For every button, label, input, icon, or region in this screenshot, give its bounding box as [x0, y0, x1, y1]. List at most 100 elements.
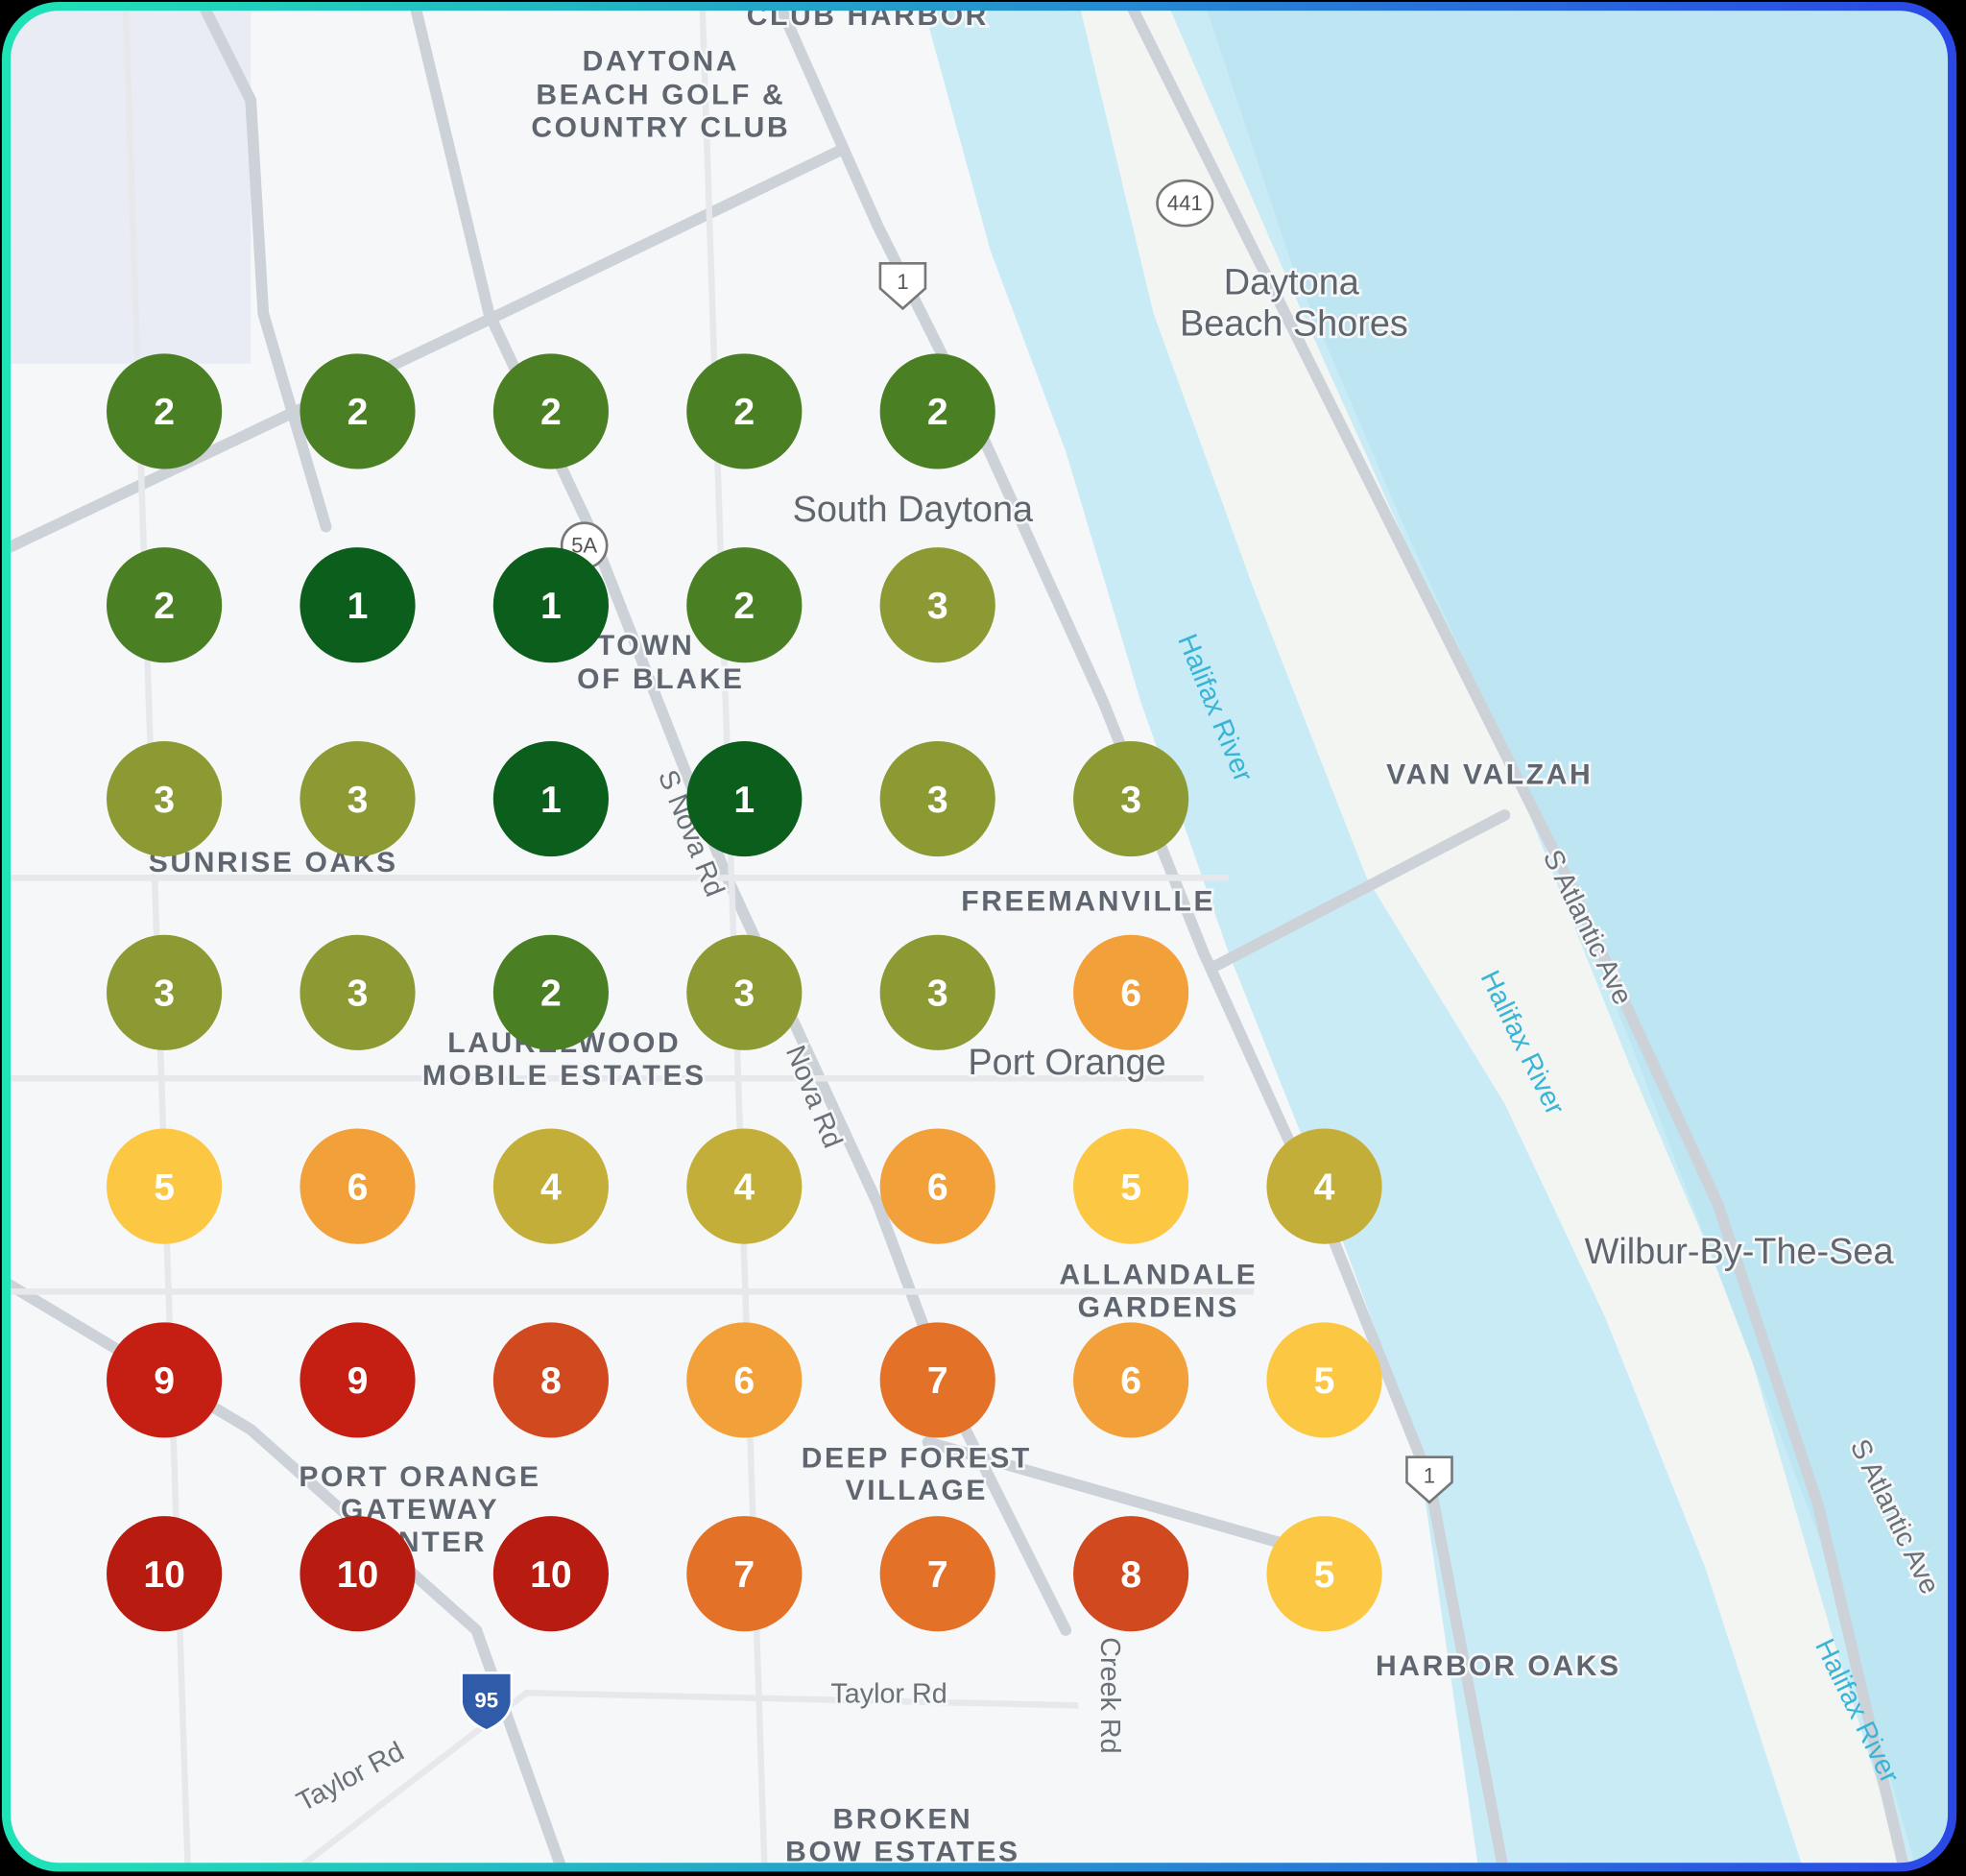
rank-marker [879, 547, 995, 663]
street-label: Creek Rd [1094, 1637, 1125, 1753]
rank-marker [686, 547, 803, 663]
rank-label: 2 [154, 586, 175, 627]
rank-marker [1073, 740, 1189, 857]
place-label: CLUB HARBOR [747, 0, 989, 32]
rank-marker [492, 934, 609, 1050]
place-label: VILLAGE [846, 1475, 988, 1506]
rank-marker [879, 740, 995, 857]
rank-marker [300, 1128, 416, 1244]
rank-marker [107, 934, 223, 1050]
rank-marker [107, 353, 223, 469]
rank-label: 8 [540, 1360, 562, 1402]
place-label: PORT ORANGE [299, 1461, 540, 1493]
rank-marker [300, 1322, 416, 1438]
place-label: BEACH GOLF & [536, 80, 785, 111]
rank-marker [686, 934, 803, 1050]
route-number: 441 [1167, 191, 1203, 215]
rank-marker [686, 740, 803, 857]
rank-marker [492, 1322, 609, 1438]
place-label: South Daytona [793, 490, 1034, 530]
rank-marker [1073, 1322, 1189, 1438]
rank-label: 6 [348, 1166, 369, 1208]
rank-label: 2 [540, 392, 562, 433]
rank-label: 2 [540, 974, 562, 1015]
rank-label: 9 [154, 1360, 175, 1402]
route-number: 1 [1424, 1463, 1435, 1487]
rank-label: 3 [1120, 780, 1141, 821]
rank-marker [107, 1516, 223, 1632]
place-label: Port Orange [968, 1043, 1165, 1083]
rank-label: 3 [927, 586, 948, 627]
place-label: FREEMANVILLE [961, 885, 1215, 917]
rank-label: 10 [337, 1554, 379, 1596]
rank-label: 8 [1120, 1554, 1141, 1596]
rank-label: 3 [927, 780, 948, 821]
rank-marker [107, 1322, 223, 1438]
place-label: HARBOR OAKS [1376, 1650, 1621, 1682]
rank-label: 6 [733, 1360, 755, 1402]
marker-layer: 2 2 2 2 2 2 1 1 2 3 3 3 1 1 3 3 3 3 2 3 3 6 5 6 4 4 6 5 4 9 9 8 6 7 6 5 10 10… [107, 353, 1382, 1632]
rank-marker [300, 934, 416, 1050]
rank-label: 6 [1120, 974, 1141, 1015]
rank-marker [107, 1128, 223, 1244]
rank-marker [1073, 1516, 1189, 1632]
rank-marker [879, 1322, 995, 1438]
rank-label: 7 [733, 1554, 755, 1596]
rank-marker [300, 740, 416, 857]
rank-label: 3 [348, 780, 369, 821]
route-shield [1405, 1455, 1453, 1504]
rank-label: 7 [927, 1554, 948, 1596]
rank-marker [107, 547, 223, 663]
rank-label: 10 [143, 1554, 185, 1596]
rank-label: 2 [733, 586, 755, 627]
route-number: 95 [474, 1688, 498, 1712]
rank-label: 2 [927, 392, 948, 433]
rank-label: 3 [154, 780, 175, 821]
rank-marker [1073, 934, 1189, 1050]
rank-label: 3 [733, 974, 755, 1015]
rank-label: 1 [540, 586, 562, 627]
rank-label: 5 [1120, 1166, 1141, 1208]
route-shield [878, 262, 927, 311]
rank-marker [879, 934, 995, 1050]
rank-label: 10 [530, 1554, 572, 1596]
street-label: Taylor Rd [830, 1678, 947, 1709]
rank-marker [686, 353, 803, 469]
place-label: Daytona [1224, 263, 1360, 303]
place-label: TOWN [597, 630, 695, 661]
rank-label: 2 [733, 392, 755, 433]
rank-label: 5 [154, 1166, 175, 1208]
rank-marker [300, 1516, 416, 1632]
rank-label: 3 [348, 974, 369, 1015]
rank-marker [107, 740, 223, 857]
rank-marker [1266, 1322, 1382, 1438]
rank-label: 6 [927, 1166, 948, 1208]
place-label: GARDENS [1078, 1292, 1239, 1324]
place-label: DAYTONA [583, 45, 739, 77]
rank-label: 5 [1314, 1554, 1335, 1596]
rank-label: 7 [927, 1360, 948, 1402]
place-label: Wilbur-By-The-Sea [1585, 1232, 1895, 1272]
rank-marker [686, 1516, 803, 1632]
rank-label: 1 [733, 780, 755, 821]
place-label: ALLANDALE [1059, 1260, 1258, 1291]
rank-label: 3 [927, 974, 948, 1015]
place-label: OF BLAKE [577, 663, 744, 695]
place-label: MOBILE ESTATES [422, 1060, 707, 1092]
place-label: VAN VALZAH [1386, 758, 1593, 790]
rank-marker [879, 353, 995, 469]
rank-label: 9 [348, 1360, 369, 1402]
rank-label: 1 [348, 586, 369, 627]
rank-label: 2 [154, 392, 175, 433]
route-number: 1 [897, 270, 908, 294]
rank-marker [300, 353, 416, 469]
interstate-shield [460, 1672, 514, 1732]
rank-marker [492, 740, 609, 857]
rank-label: 5 [1314, 1360, 1335, 1402]
rank-marker [492, 547, 609, 663]
rank-label: 4 [1314, 1166, 1335, 1208]
rank-label: 4 [540, 1166, 562, 1208]
place-label: DEEP FOREST [802, 1442, 1032, 1474]
